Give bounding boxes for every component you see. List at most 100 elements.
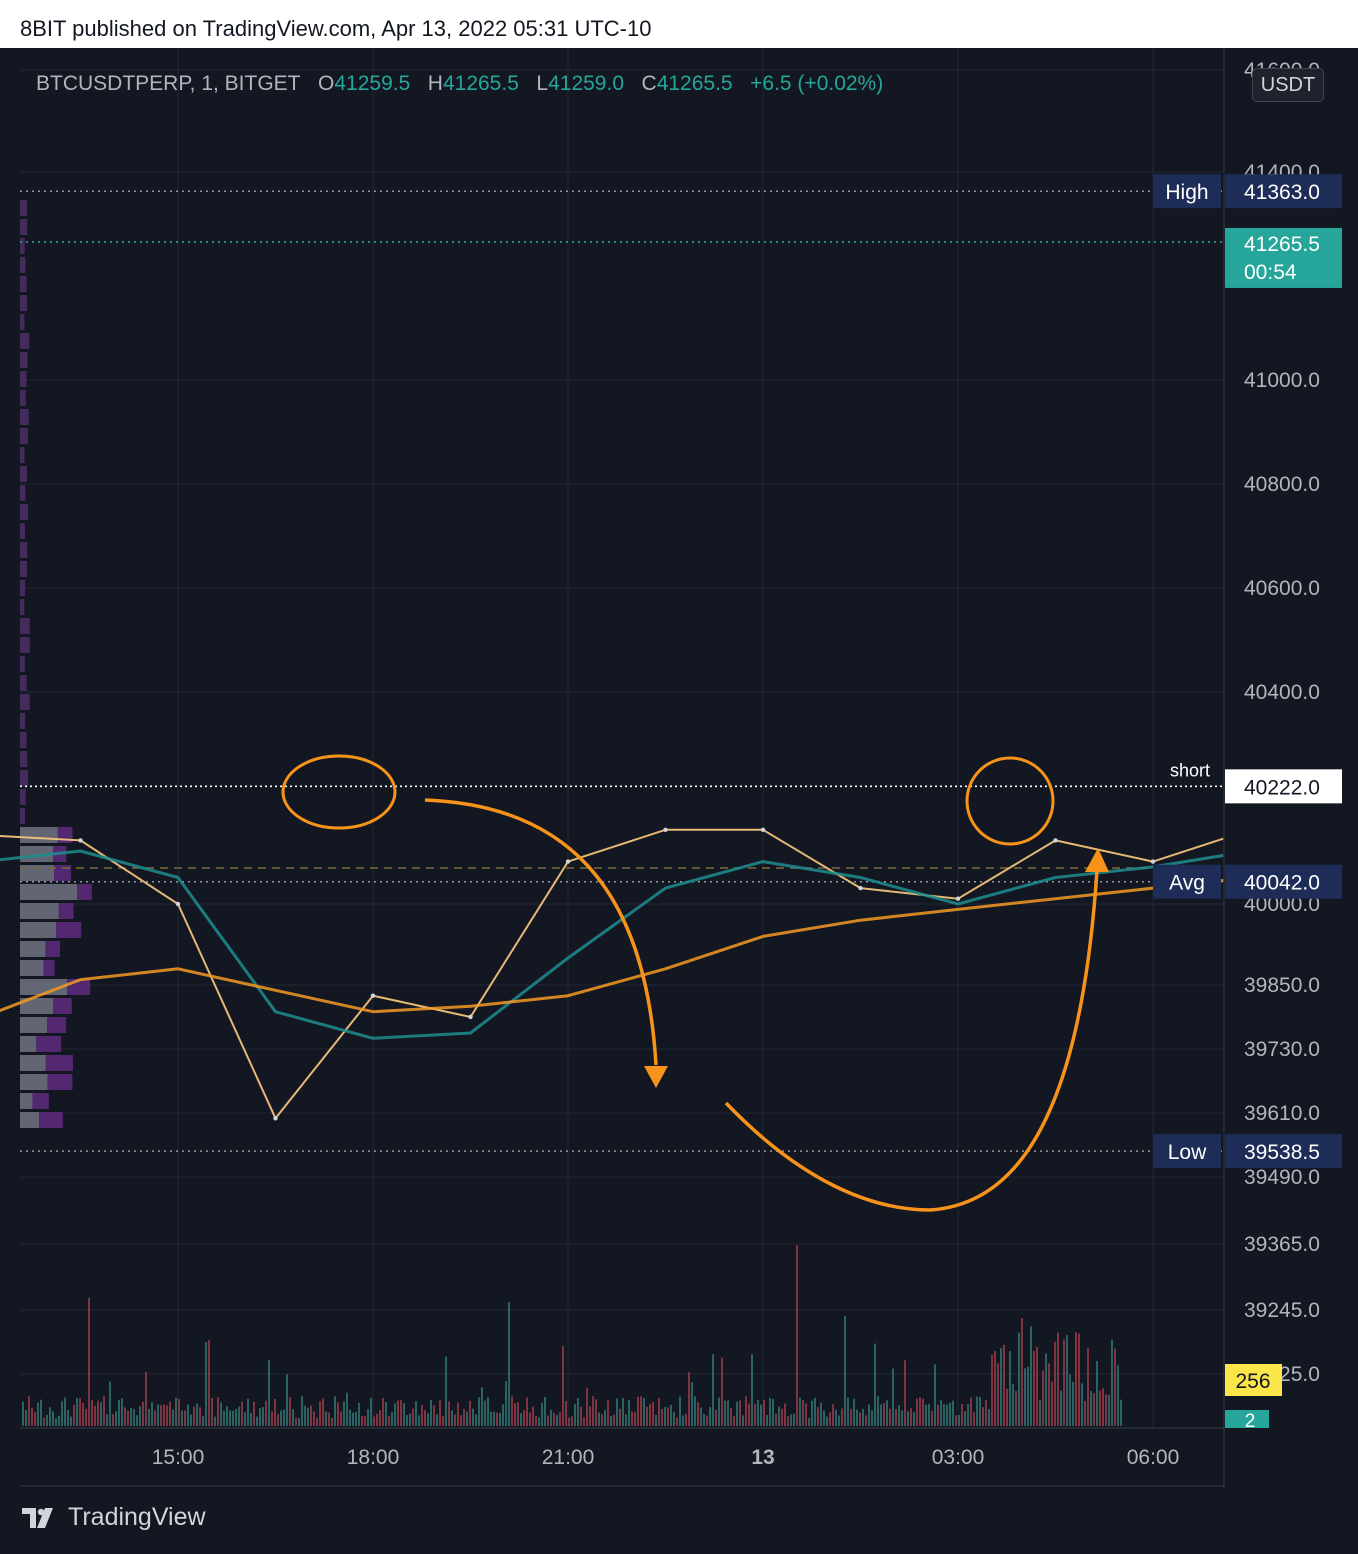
- volume-bar: [568, 1417, 570, 1426]
- volume-bar: [493, 1411, 495, 1426]
- profile-bar: [20, 371, 27, 387]
- volume-bar: [145, 1371, 147, 1426]
- volume-bar: [856, 1409, 858, 1426]
- volume-bar: [1060, 1390, 1062, 1426]
- y-tick-label: 40400.0: [1244, 681, 1320, 704]
- series-line-1: [0, 849, 1358, 1040]
- profile-bar: [20, 960, 44, 976]
- volume-bar: [562, 1345, 564, 1426]
- profile-bar: [20, 238, 25, 254]
- volume-bar: [133, 1409, 135, 1426]
- volume-bar: [520, 1413, 522, 1426]
- series-point: [370, 993, 376, 998]
- volume-bar: [400, 1400, 402, 1426]
- volume-bar: [364, 1416, 366, 1426]
- volume-bar: [238, 1406, 240, 1426]
- volume-bar: [28, 1396, 30, 1426]
- y-tick-label: 39245.0: [1244, 1299, 1320, 1322]
- close-value: 41265.5: [656, 72, 733, 95]
- profile-bar-ext: [39, 1112, 63, 1128]
- profile-bar: [20, 903, 59, 919]
- annotations: [281, 754, 1109, 1212]
- volume-bar: [391, 1412, 393, 1426]
- volume-bar: [115, 1411, 117, 1426]
- profile-bar: [20, 979, 68, 995]
- volume-bar: [727, 1400, 729, 1426]
- volume-bar: [982, 1407, 984, 1426]
- profile-bar: [20, 504, 29, 520]
- profile-bar: [20, 447, 25, 463]
- volume-bar: [883, 1403, 885, 1426]
- volume-bar: [538, 1417, 540, 1426]
- volume-bar: [796, 1244, 798, 1426]
- tradingview-logo[interactable]: TradingView: [20, 1503, 206, 1532]
- volume-bar: [946, 1404, 948, 1426]
- volume-bar: [922, 1398, 924, 1426]
- volume-bar: [931, 1410, 933, 1426]
- volume-bar: [592, 1396, 594, 1426]
- volume-bar: [625, 1414, 627, 1426]
- volume-bar: [70, 1416, 72, 1426]
- volume-bar: [361, 1415, 363, 1426]
- profile-bar: [20, 1093, 33, 1109]
- profile-bar: [20, 257, 26, 273]
- volume-bar: [640, 1396, 642, 1426]
- series-point: [663, 827, 668, 832]
- volume-bar: [1105, 1394, 1107, 1426]
- volume-bar: [253, 1401, 255, 1426]
- grid-lines: [20, 48, 1224, 1428]
- volume-bar: [280, 1410, 282, 1426]
- volume-bar: [292, 1409, 294, 1426]
- chart-panel[interactable]: [0, 48, 1358, 1554]
- price-chart-svg[interactable]: 41600.041400.041000.040800.040600.040400…: [0, 48, 1358, 1554]
- volume-bar: [157, 1404, 159, 1426]
- volume-bar: [136, 1415, 138, 1426]
- volume-bar: [367, 1409, 369, 1426]
- tradingview-brand: TradingView: [68, 1503, 206, 1531]
- volume-bar: [943, 1404, 945, 1426]
- volume-bar: [1114, 1348, 1116, 1426]
- volume-bar: [463, 1408, 465, 1426]
- currency-badge[interactable]: USDT: [1252, 68, 1324, 102]
- price-tag-label-bg: [1153, 864, 1221, 899]
- volume-bar: [745, 1396, 747, 1426]
- volume-bar: [487, 1397, 489, 1426]
- volume-bar: [1012, 1383, 1014, 1426]
- volume-bar: [394, 1403, 396, 1426]
- profile-bar: [20, 466, 27, 482]
- volume-bar: [508, 1302, 510, 1426]
- volume-bar: [802, 1400, 804, 1426]
- volume-bar: [298, 1417, 300, 1426]
- volume-bar: [607, 1400, 609, 1426]
- profile-bar: [20, 751, 28, 767]
- volume-bar: [1117, 1365, 1119, 1426]
- x-tick-label: 13: [751, 1446, 774, 1469]
- volume-bar: [442, 1415, 444, 1426]
- volume-bar: [544, 1397, 546, 1426]
- series-line-2: [0, 870, 1358, 1014]
- price-tag-label: Avg: [1169, 872, 1205, 895]
- profile-bar-ext: [58, 903, 74, 919]
- volume-bar: [958, 1414, 960, 1426]
- volume-bar: [916, 1398, 918, 1426]
- volume-bar: [85, 1408, 87, 1426]
- open-label: O: [318, 72, 335, 95]
- profile-bar: [20, 732, 27, 748]
- profile-bar: [20, 865, 55, 881]
- volume-bar: [784, 1403, 786, 1426]
- profile-bar: [20, 941, 46, 957]
- volume-bar: [325, 1411, 327, 1426]
- profile-bar-ext: [45, 941, 60, 957]
- volume-bar: [301, 1396, 303, 1426]
- annotation-arrow-down: [424, 798, 658, 1066]
- volume-bar: [1045, 1353, 1047, 1426]
- volume-bar: [847, 1397, 849, 1426]
- series-point: [1150, 859, 1156, 864]
- volume-bar: [619, 1408, 621, 1426]
- volume-bar: [709, 1407, 711, 1426]
- volume-bar: [181, 1410, 183, 1426]
- volume-bar: [712, 1354, 714, 1426]
- volume-bar: [964, 1411, 966, 1426]
- volume-bar: [622, 1398, 624, 1426]
- volume-bar: [319, 1401, 321, 1426]
